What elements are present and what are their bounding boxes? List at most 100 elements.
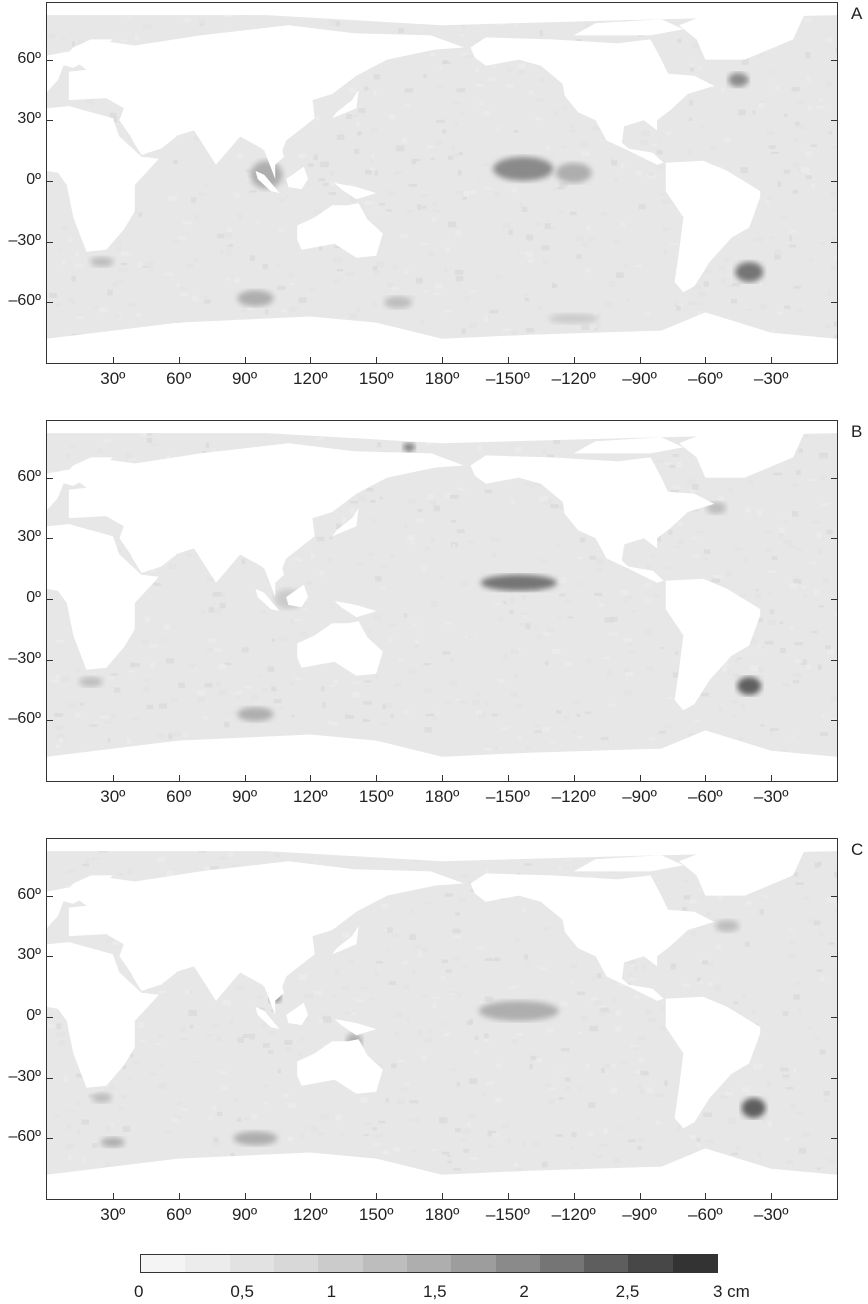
colorbar-swatch: [628, 1255, 673, 1272]
x-tick-label: –90º: [622, 369, 657, 388]
x-tick-label: –60º: [688, 369, 723, 388]
colorbar-swatch: [185, 1255, 230, 1272]
panel-label-c: C: [851, 840, 864, 859]
x-tick-label: 120º: [293, 1205, 328, 1224]
colorbar-swatch: [229, 1255, 274, 1272]
land-africa: [47, 106, 159, 252]
x-tick: [244, 775, 246, 781]
panel-b: [46, 420, 838, 782]
y-tick-label: –30º: [8, 1067, 41, 1085]
land-arabia: [123, 538, 177, 573]
x-tick-label: –60º: [688, 1205, 723, 1224]
x-tick: [178, 1193, 180, 1199]
panel-label-a: A: [851, 4, 863, 23]
land-arabia: [123, 956, 177, 991]
x-tick-label: 90º: [231, 369, 258, 388]
x-tick: [507, 1193, 509, 1199]
y-tick-label: 30º: [17, 110, 41, 128]
y-tick: [47, 302, 53, 304]
x-tick: [442, 775, 443, 781]
x-tick: [573, 775, 575, 781]
land-se-asia: [262, 140, 284, 179]
x-tick: [705, 775, 707, 781]
land-africa: [47, 942, 159, 1088]
land-africa: [47, 524, 159, 670]
x-tick: [442, 357, 443, 363]
x-tick-label: 150º: [358, 369, 394, 388]
variability-hotspot: [89, 256, 114, 267]
x-tick-label: –120º: [551, 1205, 596, 1224]
colorbar-label: 2,5: [615, 1282, 640, 1301]
x-tick-label: 30º: [100, 1205, 126, 1224]
y-tick-label: 60º: [17, 49, 41, 67]
variability-hotspot: [233, 1131, 278, 1146]
x-tick: [639, 1193, 641, 1199]
y-tick: [47, 720, 53, 722]
colorbar-swatch: [672, 1255, 718, 1272]
land-scandinavia: [58, 875, 113, 904]
land-north-rim: [47, 421, 837, 444]
x-tick-label: 60º: [166, 1205, 192, 1224]
land-australia: [297, 203, 383, 258]
y-tick: [831, 956, 837, 958]
y-tick: [831, 538, 837, 540]
variability-hotspot: [480, 574, 557, 591]
x-tick-label: –90º: [622, 1205, 657, 1224]
y-tick: [831, 895, 837, 897]
x-tick: [771, 775, 773, 781]
x-tick-label: –30º: [753, 787, 789, 806]
x-tick-label: 180º: [424, 787, 460, 806]
land-scandinavia: [58, 39, 113, 68]
x-tick: [178, 357, 180, 363]
land-sumatra: [255, 1006, 280, 1030]
x-tick-label: –150º: [485, 787, 530, 806]
colorbar-swatch: [141, 1255, 186, 1272]
y-tick-label: 60º: [17, 885, 41, 903]
x-tick-label: –150º: [485, 1205, 530, 1224]
x-tick: [507, 775, 509, 781]
panel-label-b: B: [851, 422, 863, 441]
y-tick: [47, 477, 53, 479]
x-tick: [376, 357, 378, 363]
x-tick-label: –90º: [622, 787, 657, 806]
x-tick: [639, 357, 641, 363]
land-japan: [332, 508, 359, 537]
x-tick-label: 30º: [100, 369, 126, 388]
y-tick-label: 30º: [17, 528, 41, 546]
y-tick: [831, 120, 837, 122]
land-north-rim: [47, 3, 837, 26]
colorbar-swatch: [539, 1255, 585, 1272]
land-south-america: [665, 160, 761, 293]
x-tick-label: 60º: [166, 787, 192, 806]
y-tick: [831, 1138, 837, 1140]
colorbar-label: 1,5: [423, 1282, 447, 1301]
land-north-america: [470, 37, 715, 165]
x-tick-label: –150º: [485, 369, 530, 388]
x-tick-label: 60º: [166, 369, 192, 388]
colorbar-swatch: [318, 1255, 363, 1272]
x-tick-label: 150º: [358, 1205, 394, 1224]
y-tick: [47, 659, 53, 661]
land-arctic-canada: [573, 855, 684, 872]
land-south-america: [665, 578, 761, 711]
y-tick: [47, 895, 53, 897]
x-tick: [310, 357, 312, 363]
y-tick: [831, 477, 837, 479]
land-europe-west: [47, 51, 69, 107]
land-antarctica: [47, 312, 837, 363]
land-north-america: [470, 455, 715, 583]
land-arabia: [123, 120, 177, 155]
y-tick: [831, 598, 837, 600]
land-japan: [332, 90, 359, 119]
x-tick: [376, 775, 378, 781]
y-tick-label: 30º: [17, 946, 41, 964]
land-scandinavia: [58, 457, 113, 486]
land-greenland: [679, 433, 805, 478]
land-greenland: [679, 15, 805, 60]
land-australia: [297, 621, 383, 676]
y-tick: [831, 1077, 837, 1079]
y-tick: [47, 1077, 53, 1079]
y-tick: [47, 241, 53, 243]
y-tick: [47, 59, 53, 61]
colorbar-swatch: [451, 1255, 496, 1272]
